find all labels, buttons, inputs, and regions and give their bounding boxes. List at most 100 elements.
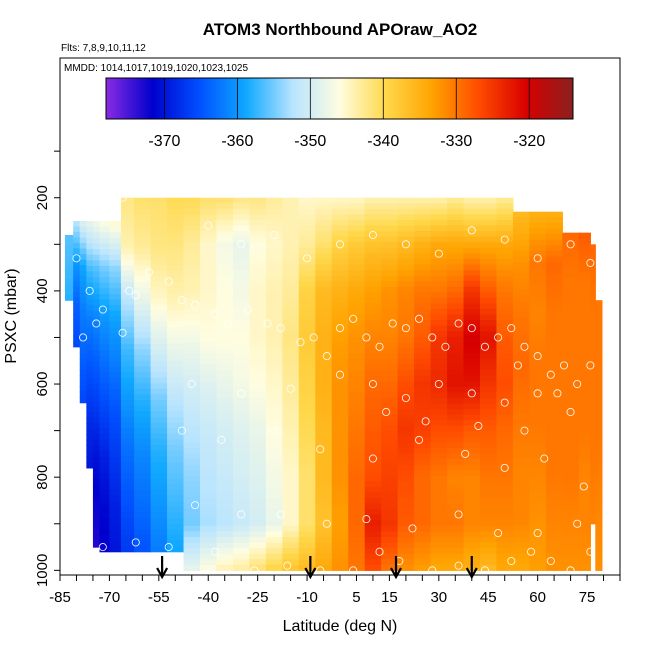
heatmap-cell — [364, 397, 382, 405]
heatmap-cell — [331, 203, 349, 210]
heatmap-cell — [348, 436, 366, 444]
heatmap-cell — [447, 536, 465, 544]
heatmap-cell — [150, 394, 168, 401]
heatmap-cell — [167, 371, 185, 379]
heatmap-cell — [200, 392, 218, 399]
heatmap-cell — [381, 381, 399, 388]
heatmap-cell — [315, 453, 333, 460]
heatmap-cell — [430, 281, 448, 288]
heatmap-cell — [430, 414, 448, 421]
heatmap-cell — [578, 345, 591, 352]
heatmap-cell — [480, 325, 498, 332]
sample-point — [286, 384, 295, 393]
heatmap-cell — [249, 236, 267, 243]
heatmap-cell — [348, 470, 366, 477]
heatmap-cell — [73, 264, 81, 271]
heatmap-cell — [590, 361, 596, 368]
heatmap-cell — [545, 407, 563, 415]
heatmap-cell — [183, 275, 201, 282]
heatmap-cell — [595, 395, 603, 403]
heatmap-cell — [463, 409, 481, 416]
heatmap-cell — [134, 326, 152, 334]
heatmap-cell — [167, 242, 185, 249]
heatmap-cell — [167, 326, 185, 334]
heatmap-cell — [480, 553, 498, 560]
heatmap-cell — [79, 369, 87, 376]
heatmap-cell — [134, 433, 152, 440]
heatmap-cell — [200, 197, 218, 204]
heatmap-cell — [578, 328, 591, 335]
heatmap-cell — [298, 475, 316, 482]
heatmap-cell — [120, 450, 135, 457]
heatmap-cell — [183, 475, 201, 482]
sample-point — [566, 240, 575, 249]
heatmap-cell — [315, 347, 333, 355]
heatmap-cell — [64, 251, 74, 258]
heatmap-cell — [512, 351, 531, 359]
heatmap-cell — [512, 475, 531, 482]
heatmap-cell — [562, 446, 580, 453]
heatmap-cell — [167, 512, 185, 519]
heatmap-cell — [150, 489, 168, 497]
heatmap-cell — [249, 325, 267, 332]
heatmap-cell — [79, 281, 87, 288]
heatmap-cell — [315, 381, 333, 388]
heatmap-cell — [331, 314, 349, 321]
sample-point — [401, 324, 410, 333]
heatmap-cell — [414, 525, 432, 533]
heatmap-cell — [265, 536, 283, 544]
heatmap-cell — [265, 542, 283, 549]
heatmap-cell — [200, 459, 218, 466]
heatmap-cell — [200, 270, 218, 277]
heatmap-cell — [430, 459, 448, 466]
heatmap-cell — [364, 492, 382, 499]
heatmap-cell — [529, 536, 547, 543]
heatmap-cell — [381, 258, 399, 266]
heatmap-cell — [562, 463, 580, 470]
heatmap-cell — [331, 436, 349, 444]
heatmap-cell — [381, 464, 399, 471]
heatmap-cell — [430, 386, 448, 393]
heatmap-cell — [120, 529, 135, 536]
heatmap-cell — [331, 470, 349, 477]
heatmap-cell — [397, 219, 415, 227]
heatmap-cell — [496, 264, 514, 271]
heatmap-cell — [331, 481, 349, 488]
heatmap-cell — [463, 381, 481, 388]
heatmap-cell — [414, 403, 432, 410]
heatmap-cell — [92, 237, 101, 245]
heatmap-cell — [480, 548, 498, 555]
heatmap-cell — [562, 418, 580, 425]
heatmap-cell — [512, 234, 531, 241]
heatmap-cell — [282, 308, 300, 316]
heatmap-cell — [578, 283, 591, 290]
heatmap-cell — [590, 428, 596, 435]
heatmap-cell — [562, 514, 580, 521]
heatmap-cell — [134, 428, 152, 435]
heatmap-cell — [216, 292, 234, 299]
heatmap-cell — [512, 553, 531, 560]
heatmap-cell — [265, 359, 283, 366]
heatmap-cell — [578, 339, 591, 346]
heatmap-cell — [381, 320, 399, 327]
heatmap-cell — [134, 304, 152, 311]
sample-point — [131, 538, 140, 547]
heatmap-cell — [590, 249, 596, 257]
heatmap-cell — [364, 203, 382, 210]
heatmap-cell — [282, 414, 300, 421]
heatmap-cell — [595, 463, 603, 470]
heatmap-cell — [447, 403, 465, 410]
heatmap-cell — [216, 381, 234, 388]
heatmap-cell — [480, 425, 498, 432]
heatmap-cell — [150, 495, 168, 502]
heatmap-cell — [545, 301, 563, 308]
heatmap-cell — [414, 253, 432, 260]
heatmap-cell — [463, 453, 481, 460]
heatmap-cell — [529, 553, 547, 560]
sample-point — [375, 342, 384, 351]
heatmap-cell — [282, 275, 300, 282]
heatmap-cell — [364, 286, 382, 293]
heatmap-cell — [447, 370, 465, 377]
heatmap-cell — [200, 453, 218, 460]
sample-point — [461, 449, 470, 458]
